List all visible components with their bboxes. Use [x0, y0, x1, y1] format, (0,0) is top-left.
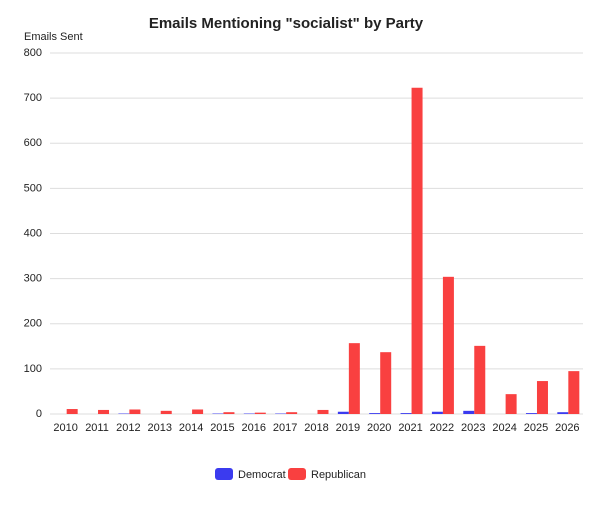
bar — [412, 88, 423, 414]
bar — [380, 352, 391, 414]
x-tick-label: 2024 — [492, 422, 516, 434]
bar — [192, 409, 203, 414]
legend-swatch — [215, 468, 233, 480]
x-tick-label: 2022 — [430, 422, 454, 434]
x-tick-label: 2017 — [273, 422, 297, 434]
x-tick-label: 2014 — [179, 422, 203, 434]
x-tick-label: 2025 — [524, 422, 548, 434]
y-tick-label: 400 — [24, 227, 42, 239]
x-tick-label: 2026 — [555, 422, 579, 434]
bar — [401, 413, 412, 414]
chart-title: Emails Mentioning "socialist" by Party — [149, 15, 424, 32]
bar — [98, 410, 109, 414]
bar — [349, 343, 360, 414]
bar — [432, 412, 443, 414]
bar — [506, 394, 517, 414]
bar — [568, 371, 579, 414]
x-tick-label: 2023 — [461, 422, 485, 434]
y-tick-label: 0 — [36, 408, 42, 420]
x-tick-label: 2010 — [53, 422, 77, 434]
legend-swatch — [288, 468, 306, 480]
x-tick-label: 2019 — [336, 422, 360, 434]
bar — [161, 411, 172, 414]
bar — [223, 412, 234, 414]
y-tick-label: 600 — [24, 137, 42, 149]
x-tick-label: 2018 — [304, 422, 328, 434]
bar — [338, 412, 349, 414]
legend-label: Democrat — [238, 469, 286, 481]
y-tick-label: 300 — [24, 273, 42, 285]
bar — [318, 410, 329, 414]
bar — [67, 409, 78, 414]
x-tick-label: 2015 — [210, 422, 234, 434]
bar — [463, 411, 474, 414]
bar — [474, 346, 485, 414]
y-tick-label: 700 — [24, 92, 42, 104]
bar — [369, 413, 380, 414]
y-tick-label: 100 — [24, 363, 42, 375]
bar — [526, 413, 537, 414]
bar — [537, 381, 548, 414]
bar — [443, 277, 454, 414]
y-tick-label: 200 — [24, 318, 42, 330]
x-tick-label: 2020 — [367, 422, 391, 434]
x-tick-label: 2012 — [116, 422, 140, 434]
x-tick-label: 2011 — [85, 422, 109, 434]
bar — [286, 412, 297, 414]
x-tick-label: 2013 — [147, 422, 171, 434]
y-axis-label: Emails Sent — [24, 31, 83, 43]
bar — [255, 413, 266, 414]
y-tick-label: 800 — [24, 47, 42, 59]
legend-label: Republican — [311, 469, 366, 481]
y-tick-label: 500 — [24, 182, 42, 194]
bar — [129, 409, 140, 414]
bar — [557, 412, 568, 414]
x-tick-label: 2021 — [398, 422, 422, 434]
x-tick-label: 2016 — [242, 422, 266, 434]
